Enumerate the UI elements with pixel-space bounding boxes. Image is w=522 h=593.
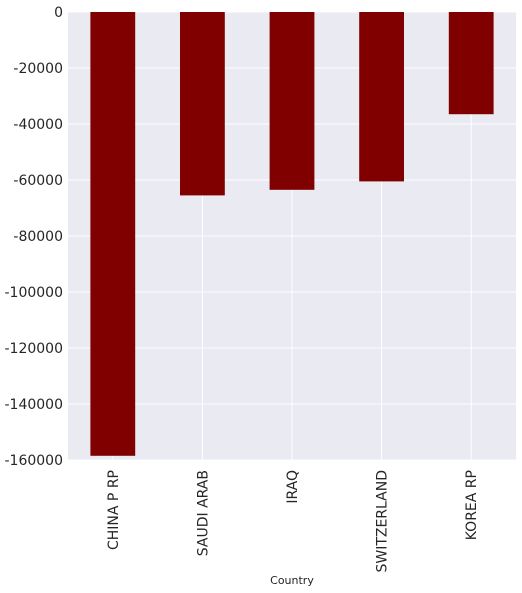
y-tick-label: -40000 [13,117,63,133]
y-tick-label: -20000 [13,61,63,77]
bar-saudi-arab [180,12,225,196]
bar-switzerland [359,12,404,182]
bar-iraq [269,12,315,190]
y-tick-label: -100000 [5,285,64,301]
x-axis-title: Country [270,574,314,587]
x-tick-label: IRAQ [285,470,301,504]
y-tick-label: 0 [54,5,63,21]
y-tick-label: -160000 [5,453,64,469]
x-tick-label: SAUDI ARAB [195,470,211,556]
y-tick-labels: 0 -20000 -40000 -60000 -80000 -100000 -120000 -… [5,5,64,469]
y-tick-label: -80000 [13,229,63,245]
y-tick-label: -60000 [13,173,63,189]
x-tick-label: SWITZERLAND [375,470,391,573]
x-tick-label: CHINA P RP [106,470,122,550]
bars [90,12,494,456]
x-tick-label: KOREA RP [464,470,480,540]
bar-korea-rp [448,12,494,115]
x-tick-labels: CHINA P RP SAUDI ARAB IRAQ SWITZERLAND KOREA… [106,470,480,573]
bar-china-p-rp [90,12,136,456]
y-tick-label: -140000 [5,397,64,413]
y-tick-label: -120000 [5,341,64,357]
